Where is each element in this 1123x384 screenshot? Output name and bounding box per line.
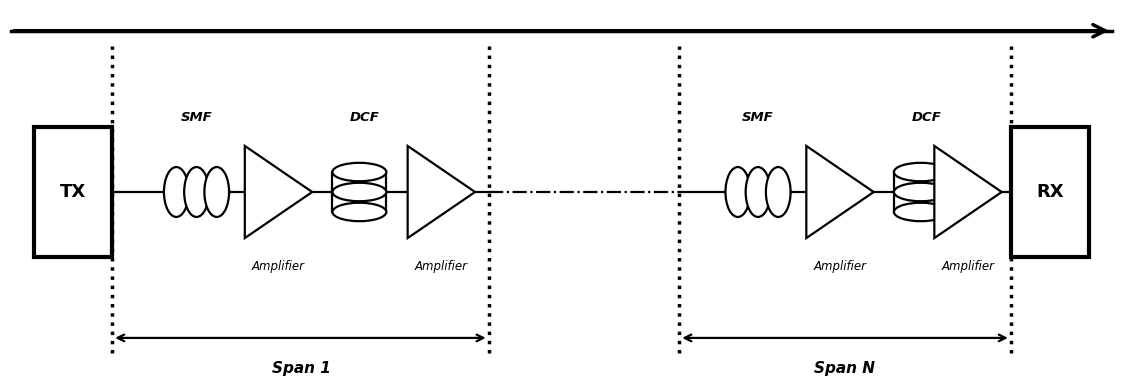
Text: Amplifier: Amplifier (414, 260, 468, 273)
Polygon shape (934, 146, 1002, 238)
Text: SMF: SMF (742, 111, 774, 124)
Text: Amplifier: Amplifier (252, 260, 305, 273)
Ellipse shape (204, 167, 229, 217)
Ellipse shape (766, 167, 791, 217)
Ellipse shape (746, 167, 770, 217)
Bar (34, 127, 112, 257)
Ellipse shape (894, 163, 948, 181)
Polygon shape (408, 146, 475, 238)
Text: Amplifier: Amplifier (813, 260, 867, 273)
Text: Amplifier: Amplifier (941, 260, 995, 273)
Text: DCF: DCF (912, 111, 941, 124)
Text: RX: RX (1037, 183, 1063, 201)
Ellipse shape (894, 203, 948, 221)
Text: DCF: DCF (350, 111, 380, 124)
Ellipse shape (164, 167, 189, 217)
Ellipse shape (725, 167, 750, 217)
Ellipse shape (894, 183, 948, 201)
Ellipse shape (332, 163, 386, 181)
Text: SMF: SMF (181, 111, 212, 124)
Text: TX: TX (60, 183, 86, 201)
Ellipse shape (184, 167, 209, 217)
Ellipse shape (332, 203, 386, 221)
Bar (1011, 127, 1089, 257)
Polygon shape (806, 146, 874, 238)
Ellipse shape (332, 183, 386, 201)
Text: Span N: Span N (814, 361, 875, 376)
Text: Span 1: Span 1 (272, 361, 330, 376)
Polygon shape (245, 146, 312, 238)
